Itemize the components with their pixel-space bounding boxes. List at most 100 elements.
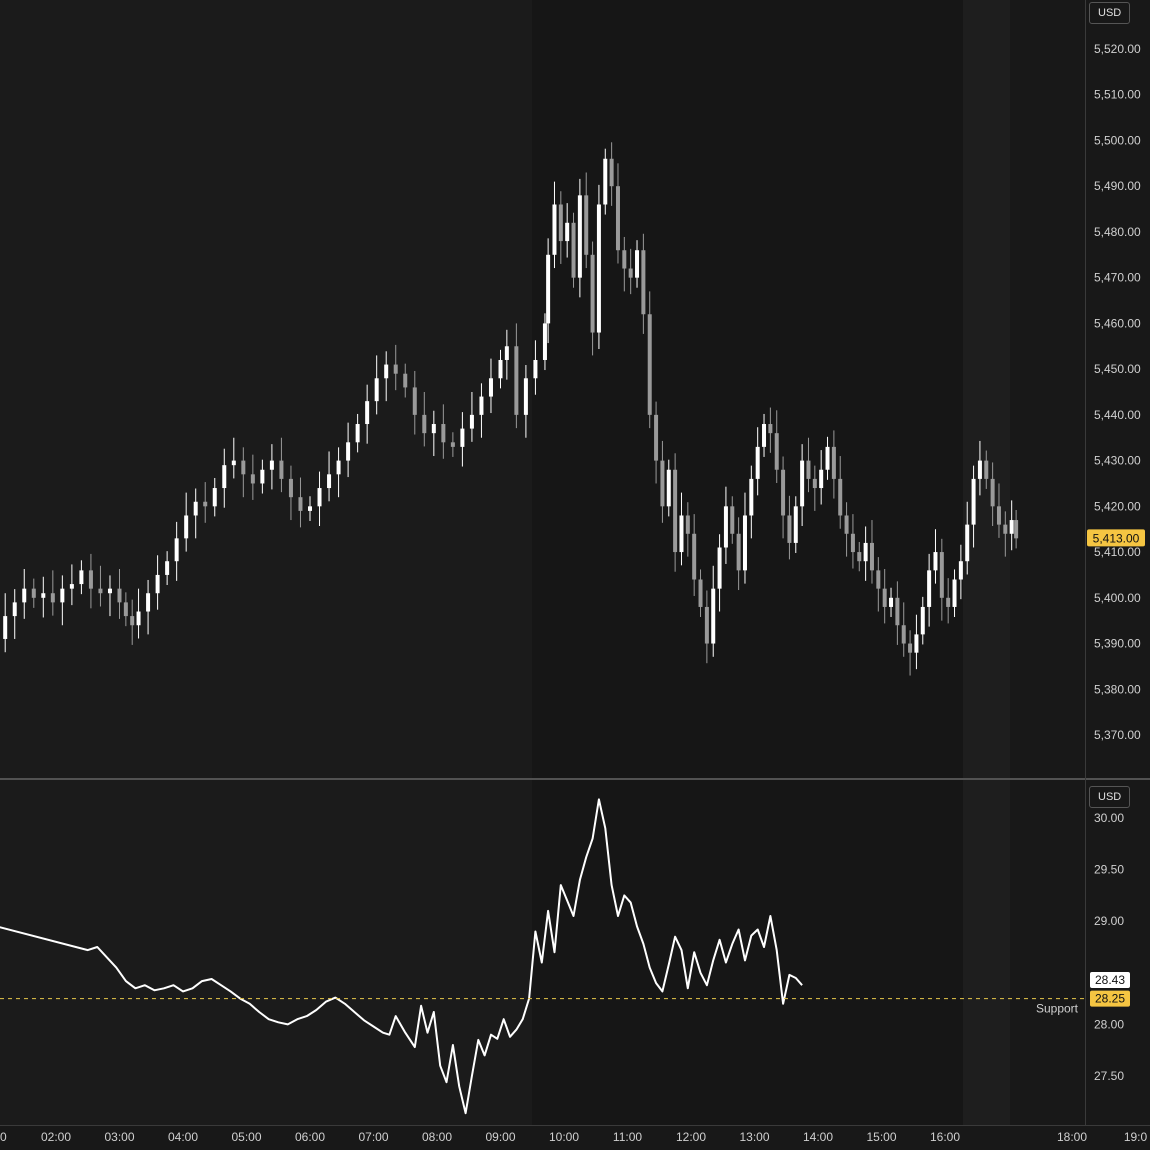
- candle-body: [755, 446, 760, 479]
- candle-body: [711, 588, 716, 644]
- support-label: Support: [1036, 1002, 1079, 1016]
- candle-body: [666, 469, 671, 507]
- price-tick-label: 5,470.00: [1094, 271, 1141, 285]
- candle-body: [1014, 520, 1019, 539]
- candle-body: [596, 204, 601, 333]
- candle-body: [412, 387, 417, 415]
- time-tick-label: 12:00: [676, 1130, 706, 1144]
- candle-body: [203, 501, 208, 507]
- candle-body: [908, 643, 913, 653]
- indicator-current-badge: 28.43: [1090, 972, 1130, 989]
- candle-body: [857, 552, 862, 562]
- candle-body: [749, 478, 754, 516]
- time-tick-label: 11:00: [613, 1130, 642, 1144]
- time-tick-label: 07:00: [358, 1130, 388, 1144]
- candle-body: [250, 474, 255, 484]
- candle-body: [622, 250, 627, 269]
- time-tick-label: 13:00: [739, 1130, 769, 1144]
- candle-body: [498, 359, 503, 379]
- candle-body: [660, 460, 665, 507]
- indicator-current-value: 28.43: [1095, 973, 1125, 987]
- candle-body: [403, 373, 408, 388]
- candle-body: [889, 597, 894, 607]
- last-price-value: 5,413.00: [1093, 531, 1140, 545]
- time-tick-label: 04:00: [168, 1130, 198, 1144]
- candle-body: [184, 515, 189, 539]
- indicator-tick-label: 27.50: [1094, 1069, 1124, 1083]
- candle-body: [914, 634, 919, 653]
- indicator-band-premarket: [0, 780, 532, 1125]
- candle-body: [920, 606, 925, 635]
- candle-body: [155, 574, 160, 594]
- candle-body: [146, 593, 151, 612]
- session-band-premarket: [0, 0, 532, 778]
- time-tick-label: 15:00: [866, 1130, 896, 1144]
- candle-body: [288, 478, 293, 498]
- candle-body: [365, 401, 370, 425]
- candle-body: [825, 446, 830, 470]
- candle-body: [269, 460, 274, 470]
- candle-body: [336, 460, 341, 475]
- candle-body: [933, 552, 938, 571]
- time-tick-label: 18:00: [1057, 1130, 1087, 1144]
- candle-body: [698, 579, 703, 607]
- candle-body: [901, 625, 906, 644]
- price-tick-label: 5,420.00: [1094, 499, 1141, 513]
- last-price-badge: 5,413.00: [1087, 529, 1145, 547]
- candle-body: [165, 561, 170, 575]
- candle-body: [3, 616, 8, 639]
- candle-body: [431, 424, 436, 434]
- indicator-tick-label: 30.00: [1094, 811, 1124, 825]
- indicator-series: [0, 798, 803, 1115]
- candle-body: [346, 442, 351, 461]
- candle-body: [298, 497, 303, 511]
- candle-body: [327, 474, 332, 489]
- candle-body: [374, 378, 379, 402]
- indicator-support-badge-bg: [1090, 990, 1130, 1007]
- price-currency-button[interactable]: USD: [1089, 2, 1131, 24]
- time-tick-label: 05:00: [231, 1130, 261, 1144]
- candle-body: [69, 584, 74, 589]
- indicator-band-after: [963, 780, 1010, 1125]
- session-band-regular: [532, 0, 963, 778]
- candle-body: [946, 597, 951, 607]
- candle-body: [384, 364, 389, 379]
- price-tick-label: 5,510.00: [1094, 88, 1141, 102]
- candle-body: [565, 222, 570, 242]
- price-tick-label: 5,370.00: [1094, 728, 1141, 742]
- price-tick-label: 5,460.00: [1094, 316, 1141, 330]
- candle-body: [774, 433, 779, 470]
- price-tick-label: 5,490.00: [1094, 179, 1141, 193]
- candle-body: [231, 460, 236, 466]
- candle-body: [504, 346, 509, 360]
- candle-body: [50, 593, 55, 603]
- candle-body: [393, 364, 398, 374]
- candle-body: [98, 588, 103, 594]
- time-tick-label: 16:00: [930, 1130, 960, 1144]
- candle-body: [450, 442, 455, 447]
- candle-body: [635, 250, 640, 278]
- price-tick-label: 5,440.00: [1094, 408, 1141, 422]
- candle-body: [863, 542, 868, 562]
- candle-body: [523, 378, 528, 415]
- candle-body: [1003, 524, 1008, 534]
- candle-body: [174, 538, 179, 562]
- candle-body: [819, 469, 824, 489]
- indicator-tick-label: 29.00: [1094, 914, 1124, 928]
- candle-body: [628, 268, 633, 278]
- candle-body: [895, 597, 900, 626]
- candle-body: [31, 588, 36, 598]
- price-tick-label: 5,430.00: [1094, 454, 1141, 468]
- time-tick-label: 0: [0, 1130, 7, 1144]
- candle-body: [488, 378, 493, 397]
- indicator-line: [0, 798, 803, 1115]
- indicator-currency-button[interactable]: USD: [1089, 786, 1131, 808]
- candle-body: [730, 506, 735, 534]
- candle-body: [984, 460, 989, 479]
- candle-body: [838, 478, 843, 516]
- candle-body: [704, 606, 709, 644]
- indicator-tick-label: 29.50: [1094, 863, 1124, 877]
- candle-body: [996, 506, 1001, 525]
- candle-body: [717, 547, 722, 589]
